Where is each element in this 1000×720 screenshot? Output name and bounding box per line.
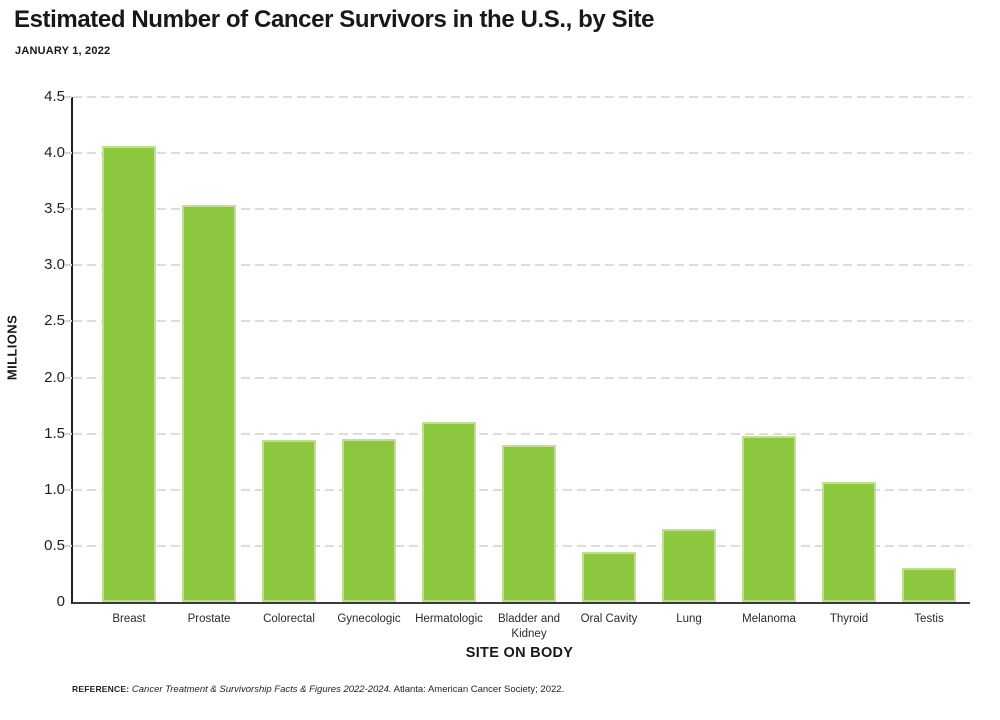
x-axis-title: SITE ON BODY [465, 645, 574, 661]
bar-melanoma [742, 435, 796, 602]
bar-testis [902, 568, 956, 602]
y-tick-label: 3.5 [44, 200, 65, 218]
y-tick-label: 0.5 [44, 536, 65, 554]
y-tick-label: 1.0 [44, 480, 65, 498]
bar-prostate [182, 204, 236, 602]
y-tick-label: 4.0 [44, 144, 65, 162]
reference-label: REFERENCE: [72, 684, 130, 694]
x-tick-label: Thyroid [829, 613, 869, 625]
y-tick-label: 1.5 [44, 424, 65, 442]
x-tick-label: Lung [676, 613, 702, 625]
x-tick-label: Oral Cavity [580, 613, 638, 625]
y-axis-tick [65, 152, 72, 155]
y-axis-tick [65, 264, 72, 267]
plot-area: 0 0.5 1.0 1.5 2.0 2.5 3.0 3.5 4.0 4.5 Breast Prosta… [44, 89, 970, 640]
y-axis-tick [65, 376, 72, 379]
y-axis-tick [65, 96, 72, 98]
y-tick-label: 2.5 [44, 312, 65, 330]
bar-hermatologic [422, 422, 476, 602]
reference-source: Cancer Treatment & Survivorship Facts & … [131, 684, 392, 695]
x-tick-label: Colorectal [263, 613, 315, 625]
x-tick-label: Testis [914, 613, 944, 625]
y-tick-label: 3.0 [44, 256, 65, 274]
bar-thyroid [822, 481, 876, 602]
bar-bladder-and-kidney [502, 444, 556, 602]
gridline [73, 264, 970, 267]
gridline [73, 376, 970, 379]
y-axis-tick [65, 544, 72, 547]
reference-note: REFERENCE: Cancer Treatment & Survivorsh… [72, 684, 564, 695]
gridline [73, 96, 970, 98]
gridline [73, 320, 970, 323]
y-tick-label: 0 [56, 593, 65, 610]
x-tick-label: Bladder and Kidney [497, 613, 561, 640]
x-tick-label: Breast [112, 613, 146, 625]
chart-title: Estimated Number of Cancer Survivors in … [14, 6, 655, 33]
y-axis-tick [65, 320, 72, 323]
x-tick-label: Hermatologic [415, 613, 483, 625]
bar-oral-cavity [582, 551, 636, 602]
y-axis-tick [65, 488, 72, 491]
chart-subtitle: JANUARY 1, 2022 [15, 45, 111, 57]
y-axis-title: MILLIONS [4, 314, 20, 381]
bar-lung [662, 529, 716, 602]
bar-colorectal [262, 440, 316, 602]
gridline [73, 208, 970, 211]
bar-gynecologic [342, 439, 396, 602]
reference-citation: Atlanta: American Cancer Society; 2022. [393, 684, 565, 695]
y-axis-tick [65, 208, 72, 211]
gridline [73, 432, 970, 435]
y-axis-tick [65, 432, 72, 435]
x-tick-label: Gynecologic [337, 613, 401, 625]
x-tick-label: Prostate [187, 613, 231, 625]
bar-breast [102, 146, 156, 602]
y-tick-label: 2.0 [44, 368, 65, 386]
x-tick-label: Melanoma [742, 613, 796, 625]
y-tick-label: 4.5 [44, 88, 65, 105]
gridline [73, 152, 970, 155]
